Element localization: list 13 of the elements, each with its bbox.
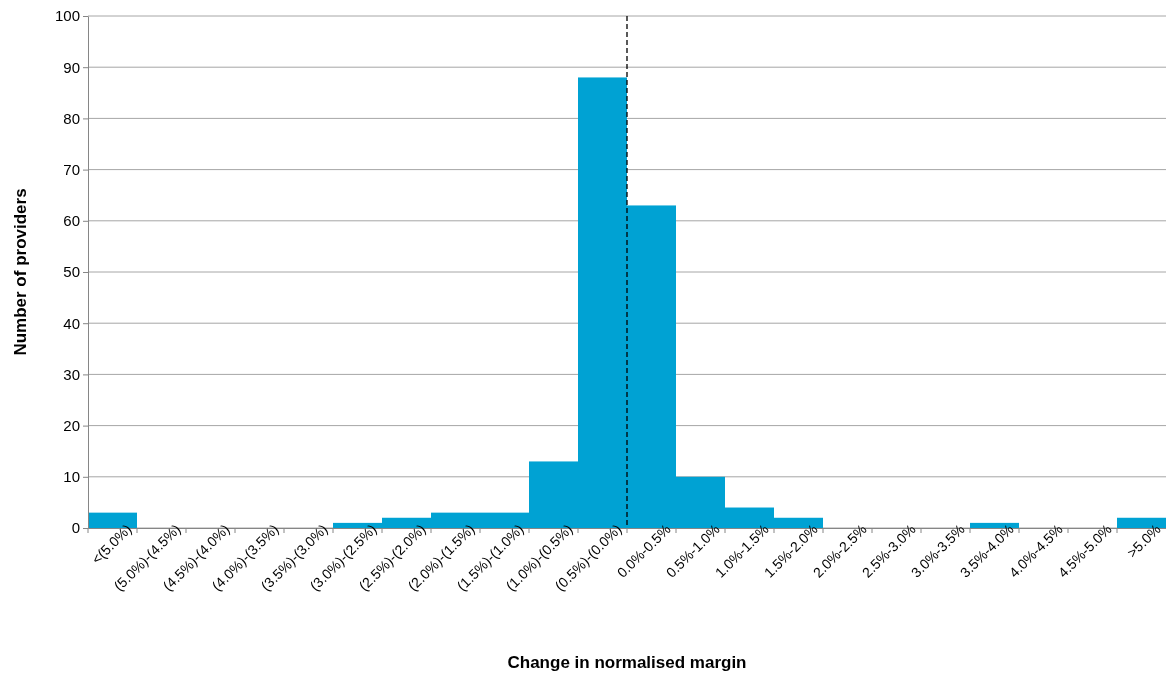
y-tick-label: 90 xyxy=(63,58,80,76)
y-tick-label: 40 xyxy=(63,314,80,332)
y-tick-label: 60 xyxy=(63,212,80,230)
y-tick-label: 30 xyxy=(63,365,80,383)
y-tick-label: 70 xyxy=(63,160,80,178)
y-tick-label: 0 xyxy=(71,519,80,537)
y-tick-label: 80 xyxy=(63,109,80,127)
y-tick-label: 10 xyxy=(63,468,80,486)
y-tick-label: 50 xyxy=(63,263,80,281)
y-tick-label: 100 xyxy=(54,7,80,25)
y-axis-title: Number of providers xyxy=(11,188,30,356)
x-axis-title: Change in normalised margin xyxy=(507,653,747,672)
y-tick-label: 20 xyxy=(63,416,80,434)
